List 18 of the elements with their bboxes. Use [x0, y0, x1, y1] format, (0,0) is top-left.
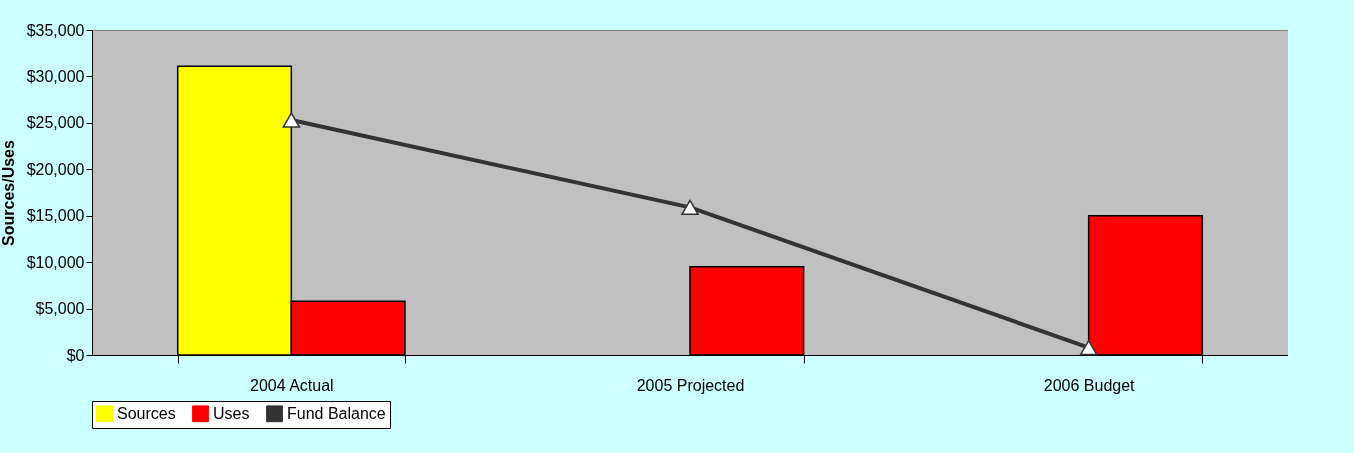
- y-tick-label: $10,000: [26, 253, 85, 271]
- point: [282, 112, 301, 128]
- y-tick-label: $5,000: [35, 300, 85, 318]
- y-axis-title: Sources/Uses: [0, 139, 17, 246]
- y-tick-label: $15,000: [26, 207, 85, 225]
- point: [681, 199, 699, 216]
- x-tick-label: 2004 Actual: [250, 376, 334, 394]
- x-tick-label: 2006 Budget: [1043, 376, 1136, 394]
- y-tick-label: $35,000: [26, 21, 85, 39]
- y-tick-label: $20,000: [26, 160, 85, 178]
- y-tick-label: $30,000: [26, 67, 85, 85]
- legend-label: Fund Balance: [287, 404, 386, 422]
- y-tick-label: $0: [66, 346, 85, 364]
- point: [1079, 339, 1098, 356]
- x-tick-label: 2005 Projected: [636, 376, 745, 394]
- y-tick-label: $25,000: [26, 114, 85, 132]
- legend-label: Sources: [117, 404, 176, 422]
- legend-label: Uses: [213, 404, 250, 422]
